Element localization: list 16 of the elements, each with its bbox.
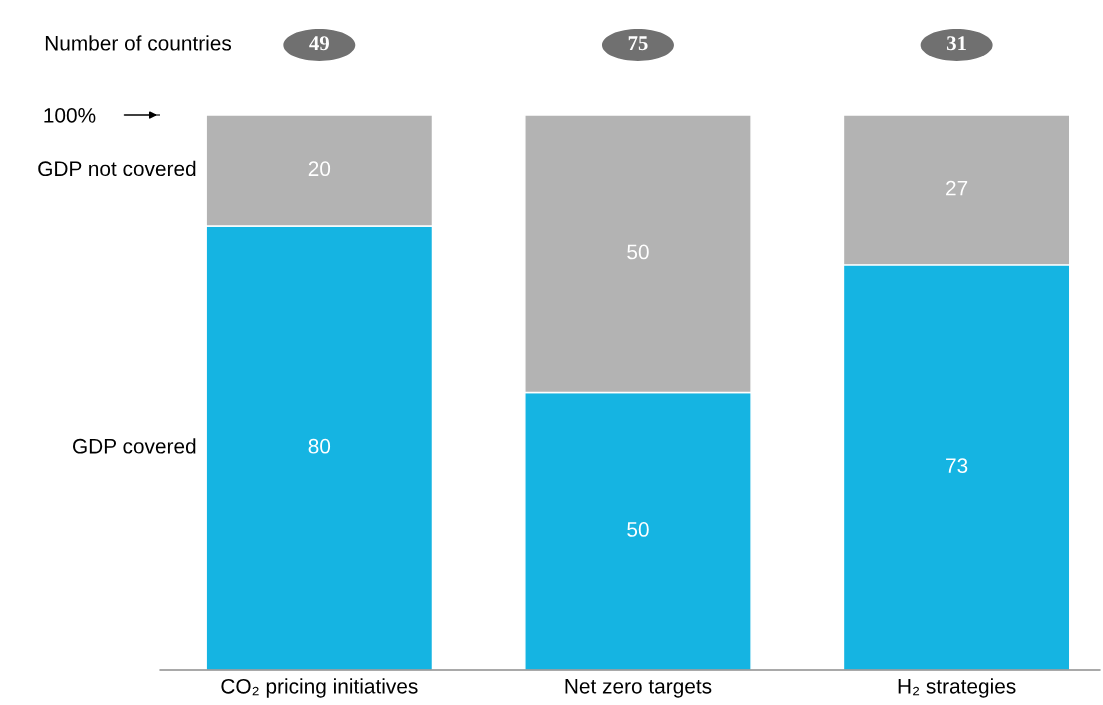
data-label: 27 (946, 180, 968, 196)
x-tick-label: H₂ strategies (898, 678, 1016, 698)
text: 75 (628, 36, 648, 51)
data-label: 20 (308, 161, 331, 177)
series-label: GDP not covered (38, 160, 196, 177)
series-label: GDP covered (73, 438, 196, 454)
data-label: 73 (946, 458, 968, 474)
data-label: 50 (627, 244, 649, 260)
data-label: 80 (308, 438, 331, 454)
x-tick-label: Net zero targets (565, 679, 712, 698)
y-tick-label: 100% (44, 108, 96, 123)
text: Number of countries (45, 35, 232, 51)
text: 49 (309, 36, 329, 51)
x-tick-label: CO₂ pricing initiatives (221, 678, 418, 698)
data-label: 50 (627, 522, 649, 537)
text: 31 (946, 36, 966, 51)
